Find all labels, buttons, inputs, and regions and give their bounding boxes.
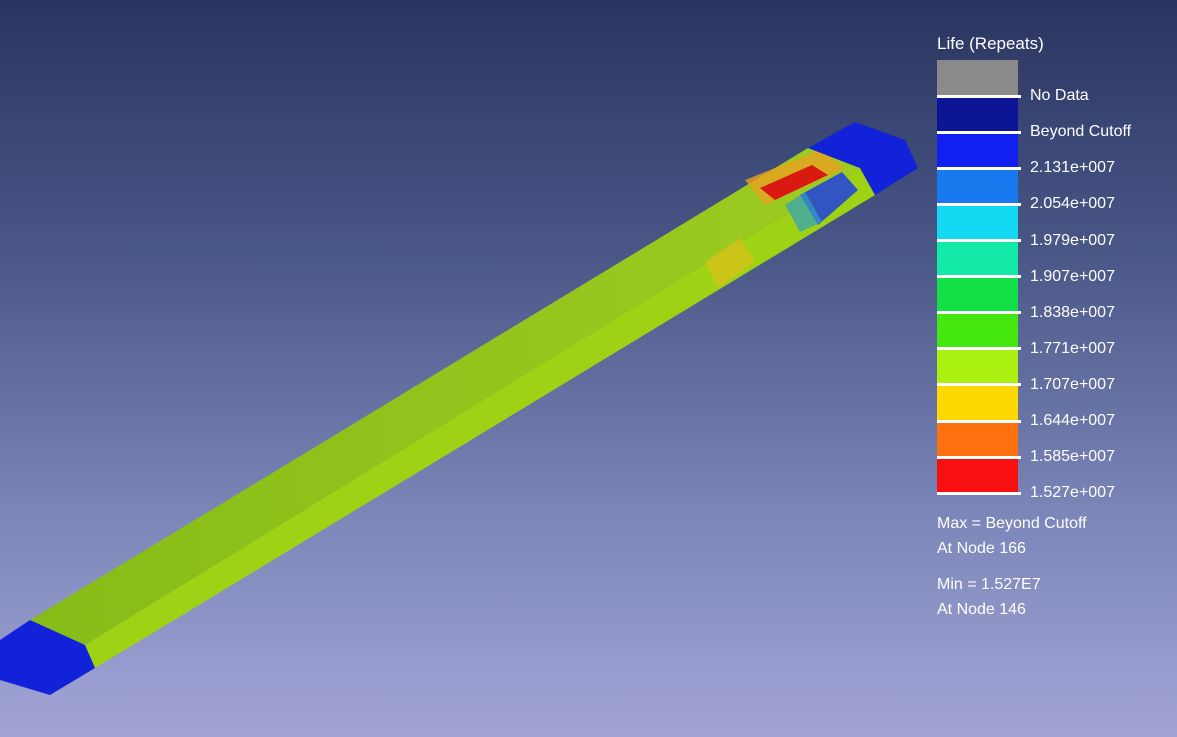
legend-label: 1.979e+007 (1030, 231, 1115, 249)
yellow-zone (705, 238, 755, 288)
legend-label: 1.585e+007 (1030, 448, 1115, 466)
red-hotspot (760, 165, 828, 200)
legend-label: 2.054e+007 (1030, 195, 1115, 213)
beam-side-face (85, 168, 875, 668)
legend-label: 1.907e+007 (1030, 267, 1115, 285)
legend-tick (937, 383, 1021, 387)
legend-tick (937, 94, 1021, 98)
legend-band (937, 132, 1018, 170)
legend-band (937, 384, 1018, 422)
legend-tick (937, 239, 1021, 242)
min-value-text: Min = 1.527E7 (937, 576, 1041, 593)
legend-label: 1.707e+007 (1030, 375, 1115, 393)
legend-label: No Data (1030, 87, 1089, 105)
max-node-text: At Node 166 (937, 540, 1026, 557)
cyan-stripe (785, 192, 822, 232)
legend-label: 1.644e+007 (1030, 412, 1115, 429)
legend-tick (937, 166, 1021, 170)
legend-band (937, 457, 1018, 495)
legend-band (937, 168, 1018, 206)
legend-tick (937, 347, 1021, 351)
legend-band (937, 421, 1018, 459)
legend-label: 1.771e+007 (1030, 339, 1115, 357)
legend-tick (937, 130, 1021, 134)
legend-label: 1.527e+007 (1030, 484, 1115, 502)
legend-label: Beyond Cutoff (1030, 123, 1132, 141)
beam-top-face (30, 148, 860, 645)
legend-band (937, 276, 1018, 314)
min-node-text: At Node 146 (937, 601, 1026, 618)
legend-band (937, 312, 1018, 350)
legend-tick (937, 202, 1021, 206)
legend-band (937, 240, 1018, 278)
left-end-cap (0, 620, 95, 695)
legend-title: Life (Repeats) (937, 34, 1044, 53)
legend-label: 1.838e+007 (1030, 303, 1115, 321)
legend-tick (937, 455, 1021, 459)
legend-band (937, 204, 1018, 242)
color-legend: Life (Repeats) No Data Beyond Cutoff 2.131… (937, 0, 1177, 737)
legend-band (937, 348, 1018, 386)
max-value-text: Max = Beyond Cutoff (937, 515, 1087, 532)
legend-tick (937, 311, 1021, 315)
legend-label: 2.131e+007 (1030, 159, 1115, 177)
legend-tick (937, 275, 1021, 279)
legend-band (937, 60, 1018, 98)
legend-band (937, 96, 1018, 134)
legend-tick (937, 491, 1021, 495)
legend-tick (937, 419, 1021, 423)
right-end-cap (808, 122, 918, 195)
